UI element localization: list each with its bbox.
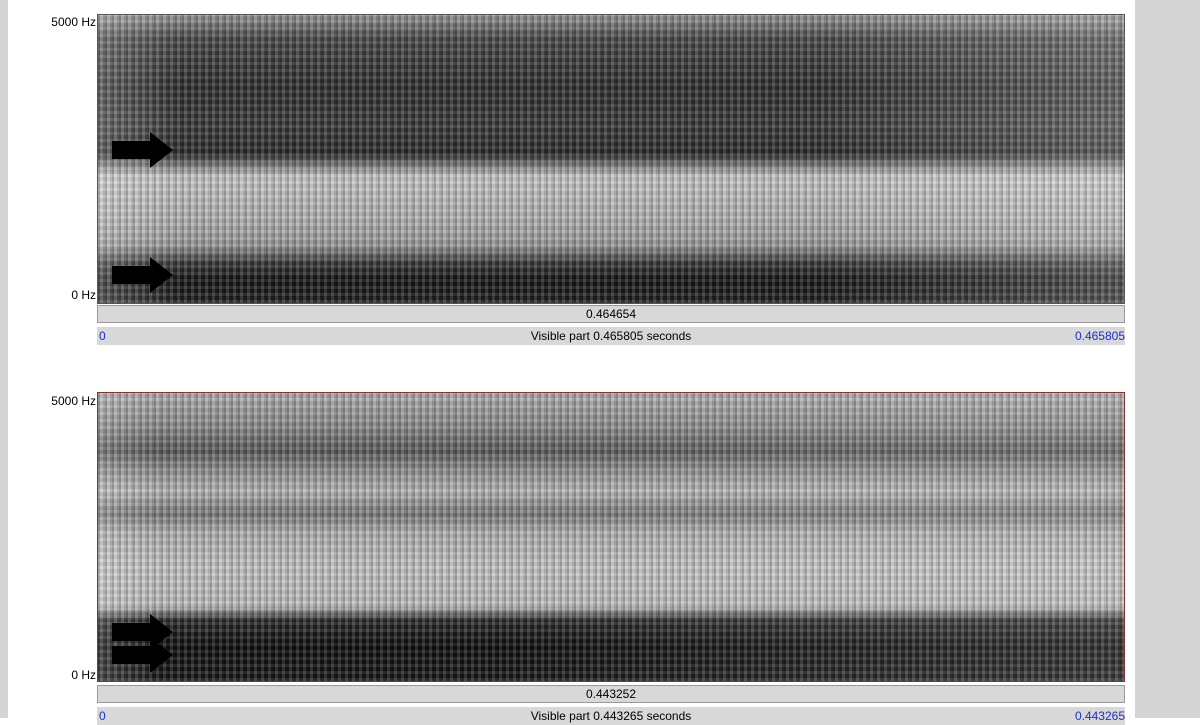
arrow: [112, 637, 173, 673]
arrow: [112, 614, 173, 650]
arrow: [112, 132, 173, 168]
arrow: [112, 257, 173, 293]
annotations: [0, 0, 1200, 718]
page: 5000 Hz 0 Hz 0.464654 0 Visible part 0.4…: [0, 0, 1200, 718]
